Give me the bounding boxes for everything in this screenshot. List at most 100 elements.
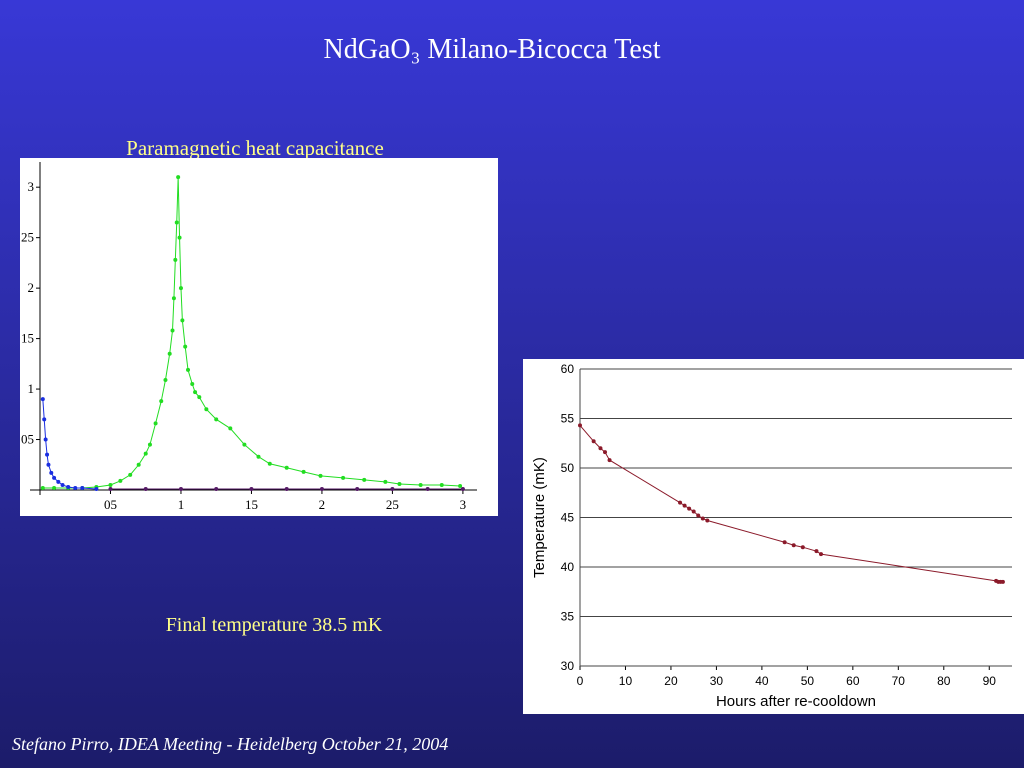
data-point [214, 486, 219, 491]
data-point [108, 482, 113, 487]
data-point [390, 486, 395, 491]
x-tick-label: 05 [104, 497, 117, 512]
data-point [256, 454, 261, 459]
chart-panel [20, 158, 498, 516]
data-point [1000, 579, 1005, 584]
data-point [42, 417, 47, 422]
data-point [682, 503, 687, 508]
data-point [603, 450, 608, 455]
x-tick-label: 2 [319, 497, 326, 512]
data-point [128, 472, 133, 477]
x-tick-label: 0 [577, 674, 584, 688]
data-point [678, 500, 683, 505]
data-point [167, 351, 172, 356]
data-point [193, 390, 198, 395]
chart-title: Paramagnetic heat capacitance [126, 136, 384, 160]
y-tick-label: 45 [561, 511, 575, 525]
data-point [40, 485, 45, 490]
data-point [341, 475, 346, 480]
data-point [301, 469, 306, 474]
x-axis-label: Hours after re-cooldown [716, 693, 876, 710]
data-point [46, 462, 51, 467]
data-point [591, 439, 596, 444]
data-point [178, 286, 183, 291]
data-point [598, 446, 603, 451]
data-point [94, 486, 99, 491]
y-tick-label: 50 [561, 461, 575, 475]
data-point [163, 377, 168, 382]
data-point [214, 417, 219, 422]
y-tick-label: 55 [561, 412, 575, 426]
data-point [174, 220, 179, 225]
y-tick-label: 25 [21, 230, 34, 245]
data-point [118, 478, 123, 483]
data-point [159, 399, 164, 404]
x-tick-label: 50 [801, 674, 815, 688]
data-point [267, 461, 272, 466]
chart-panel [523, 359, 1024, 714]
data-point [242, 442, 247, 447]
data-point [186, 367, 191, 372]
data-point [136, 462, 141, 467]
data-point [700, 516, 705, 521]
y-tick-label: 05 [21, 432, 34, 447]
y-tick-label: 3 [28, 179, 35, 194]
data-point [66, 484, 71, 489]
data-point [355, 486, 360, 491]
x-tick-label: 70 [892, 674, 906, 688]
data-point [43, 437, 48, 442]
data-point [173, 257, 178, 262]
data-point [73, 485, 78, 490]
data-point [197, 395, 202, 400]
data-point [800, 545, 805, 550]
footer: Stefano Pirro, IDEA Meeting - Heidelberg… [12, 734, 448, 754]
data-point [176, 175, 181, 180]
data-point [814, 549, 819, 554]
data-point [180, 318, 185, 323]
data-point [183, 344, 188, 349]
data-point [319, 486, 324, 491]
data-point [362, 477, 367, 482]
data-point [578, 423, 582, 428]
data-point [425, 486, 430, 491]
series-line [42, 177, 461, 489]
data-point [204, 407, 209, 412]
data-point [418, 482, 423, 487]
data-point [397, 481, 402, 486]
x-tick-label: 20 [664, 674, 678, 688]
y-tick-label: 60 [561, 362, 575, 376]
x-tick-label: 3 [460, 497, 467, 512]
data-point [691, 509, 696, 514]
data-point [178, 486, 183, 491]
data-point [177, 235, 182, 240]
y-tick-label: 30 [561, 659, 575, 673]
x-tick-label: 60 [846, 674, 860, 688]
data-point [171, 296, 176, 301]
x-tick-label: 15 [245, 497, 258, 512]
data-point [439, 482, 444, 487]
x-tick-label: 25 [386, 497, 399, 512]
x-tick-label: 80 [937, 674, 951, 688]
data-point [56, 479, 61, 484]
data-point [284, 465, 289, 470]
data-point [284, 486, 289, 491]
data-point [228, 426, 233, 431]
data-point [383, 479, 388, 484]
data-point [80, 485, 85, 490]
data-point [249, 486, 254, 491]
data-point [318, 473, 323, 478]
note: Final temperature 38.5 mK [166, 614, 383, 636]
data-point [458, 483, 463, 488]
y-tick-label: 35 [561, 610, 575, 624]
y-tick-label: 15 [21, 331, 34, 346]
x-tick-label: 30 [710, 674, 724, 688]
data-point [190, 382, 195, 387]
data-point [40, 397, 45, 402]
data-point [460, 486, 465, 491]
data-point [52, 485, 57, 490]
data-point [153, 421, 158, 426]
data-point [108, 486, 113, 491]
data-point [791, 543, 796, 548]
